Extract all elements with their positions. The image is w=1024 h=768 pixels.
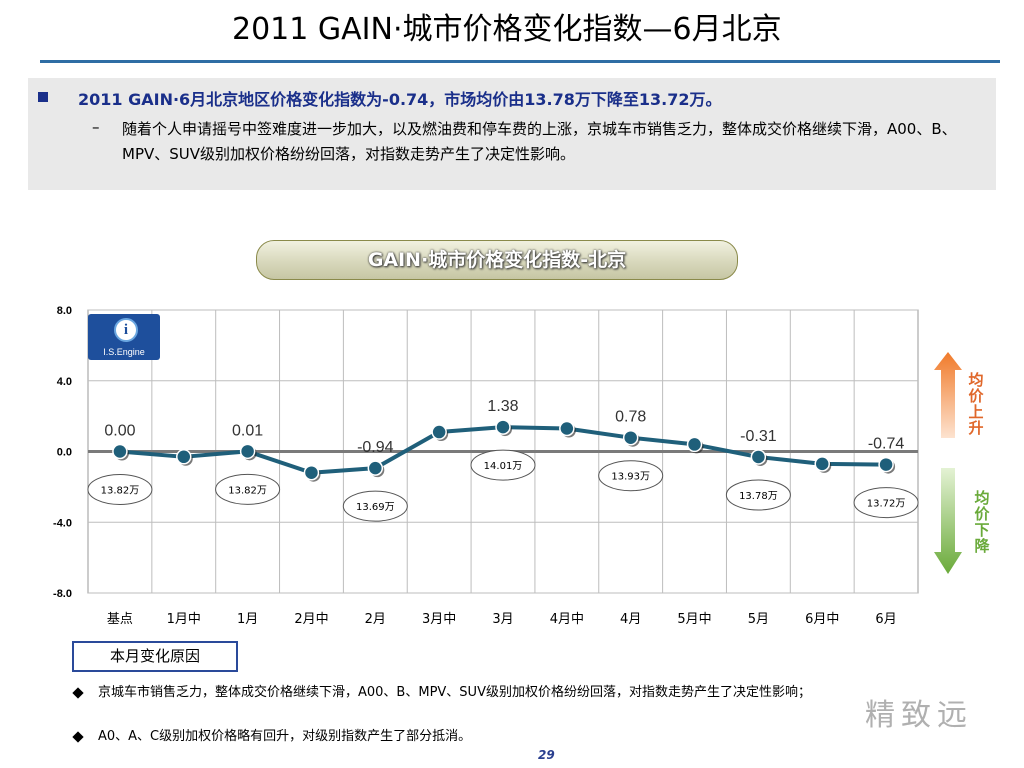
data-point (431, 424, 447, 440)
data-value-label: 0.00 (104, 423, 135, 440)
data-point (750, 449, 767, 465)
x-tick-label: 3月 (492, 612, 513, 627)
chart-heading: GAIN·城市价格变化指数-北京 (256, 240, 738, 280)
x-tick-label: 2月 (365, 612, 386, 627)
price-bubble (342, 490, 408, 522)
x-tick-label: 1月中 (167, 612, 201, 627)
price-up-label: 均价上升 (968, 371, 984, 437)
summary-panel (28, 78, 996, 190)
data-point (112, 443, 128, 460)
y-tick-label: 0.0 (57, 447, 72, 459)
diamond-bullet-icon (72, 687, 84, 699)
data-point (559, 420, 575, 437)
globe-icon: i (114, 318, 138, 342)
price-down-label: 均价下降 (974, 489, 990, 555)
reason-item-2: A0、A、C级别加权价格略有回升，对级别指数产生了部分抵消。 (98, 729, 472, 744)
data-value-label: 1.38 (487, 398, 518, 415)
page-number: 29 (538, 748, 555, 762)
data-value-label: 0.01 (232, 422, 263, 439)
price-label: 13.82万 (228, 485, 267, 496)
logo-text: I.S.Engine (103, 347, 145, 357)
price-bubble (470, 449, 536, 481)
data-value-label: -0.94 (357, 439, 394, 456)
arrow-down-icon (934, 468, 962, 574)
x-tick-label: 基点 (107, 612, 133, 627)
square-bullet-icon (38, 92, 48, 102)
data-point (622, 429, 639, 446)
price-label: 13.69万 (356, 502, 395, 513)
summary-main-text: 2011 GAIN·6月北京地区价格变化指数为-0.74，市场均价由13.78万… (78, 90, 722, 109)
data-point (686, 436, 703, 453)
reason-heading: 本月变化原因 (72, 641, 238, 672)
x-tick-label: 4月 (620, 612, 641, 627)
data-value-label: -0.74 (868, 436, 905, 453)
data-value-label: -0.31 (740, 428, 777, 445)
price-label: 13.72万 (867, 499, 906, 510)
title-divider (40, 60, 1000, 63)
dash-bullet-icon: – (92, 118, 100, 136)
y-tick-label: 4.0 (57, 376, 72, 388)
data-point (367, 460, 384, 476)
arrow-up-icon (934, 352, 962, 438)
data-point (176, 449, 192, 465)
data-point (239, 443, 256, 460)
diamond-bullet-icon (72, 731, 84, 743)
y-tick-label: 8.0 (57, 305, 72, 317)
summary-sub-text: 随着个人申请摇号中签难度进一步加大，以及燃油费和停车费的上涨，京城车市销售乏力，… (122, 120, 957, 163)
x-tick-label: 3月中 (422, 612, 456, 627)
isengine-logo: i I.S.Engine (88, 314, 160, 360)
data-point (878, 456, 894, 473)
data-value-label: 0.78 (615, 409, 646, 426)
price-label: 13.78万 (739, 491, 778, 502)
price-bubble (215, 473, 281, 505)
index-line-chart: 8.0 4.0 0.0 -4.0 -8.0 基点 1月中 1月 2月中 2月 3月中 3月 4月中 4月 5… (53, 305, 962, 627)
x-tick-label: 5月中 (677, 612, 711, 627)
price-label: 13.93万 (611, 472, 650, 483)
x-tick-label: 5月 (748, 612, 769, 627)
price-label: 13.82万 (101, 486, 140, 497)
page-title: 2011 GAIN·城市价格变化指数—6月北京 (232, 12, 782, 47)
price-bubble (598, 460, 664, 492)
reason-item-1: 京城车市销售乏力，整体成交价格继续下滑，A00、B、MPV、SUV级别加权价格纷… (98, 685, 811, 700)
price-label: 14.01万 (484, 461, 523, 472)
data-point (303, 464, 320, 481)
price-bubble (853, 487, 919, 519)
data-point (495, 419, 511, 435)
y-tick-label: -8.0 (53, 588, 72, 600)
x-tick-label: 6月中 (805, 612, 839, 627)
data-point (814, 456, 830, 472)
info-i-icon: i (123, 322, 129, 338)
price-bubble (725, 479, 791, 511)
x-tick-label: 6月 (875, 612, 896, 627)
x-tick-label: 4月中 (550, 612, 584, 627)
watermark-text: 精致远 (865, 698, 973, 733)
x-tick-label: 1月 (237, 612, 258, 627)
x-tick-label: 2月中 (294, 612, 328, 627)
price-bubble (87, 474, 153, 505)
y-tick-label: -4.0 (53, 517, 72, 529)
